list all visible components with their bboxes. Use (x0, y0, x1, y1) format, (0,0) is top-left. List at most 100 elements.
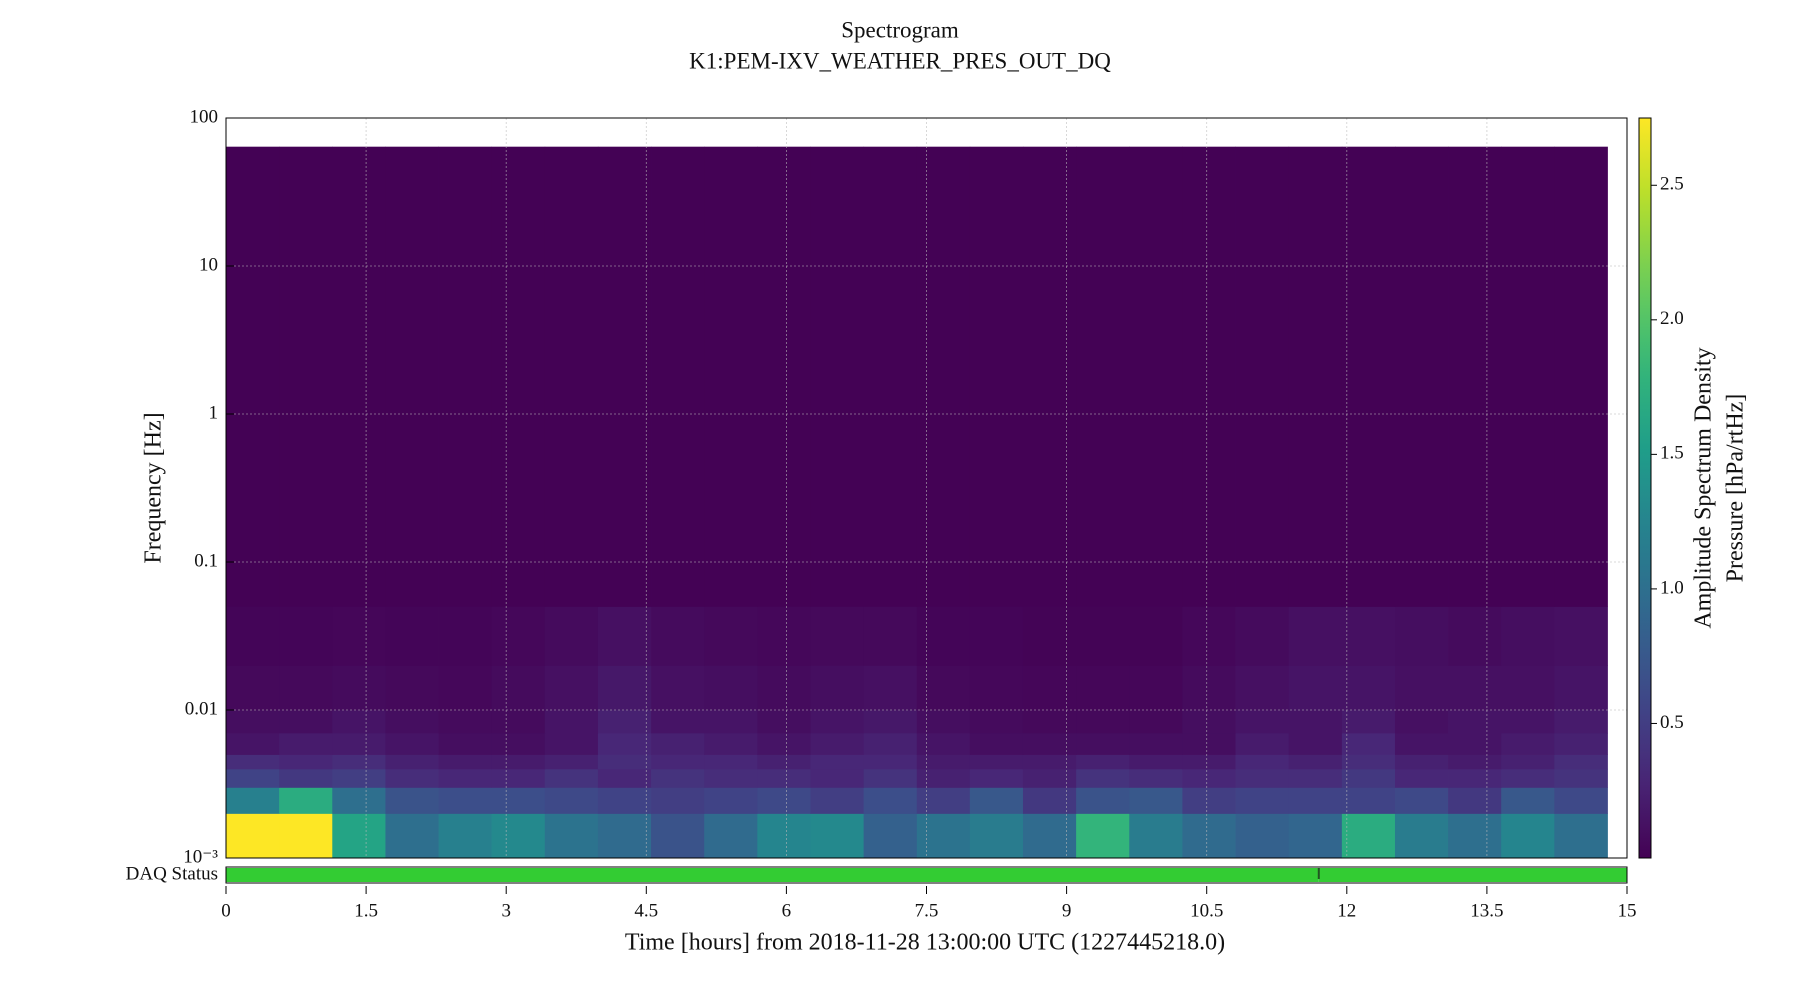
spectrogram-cell (863, 813, 918, 859)
spectrogram-cell (597, 665, 652, 711)
spectrogram-cell (810, 146, 865, 607)
spectrogram-cell (1129, 665, 1183, 711)
spectrogram-cell (491, 710, 546, 734)
spectrogram-cell (1076, 754, 1130, 770)
spectrogram-cell (1129, 787, 1183, 814)
spectrogram-cell (1448, 710, 1502, 734)
spectrogram-cell (1182, 710, 1236, 734)
spectrogram-cell (226, 768, 280, 788)
spectrogram-cell (332, 146, 386, 607)
spectrogram-cell (1501, 710, 1555, 734)
spectrogram-cell (385, 606, 439, 666)
spectrogram-cell (438, 787, 493, 814)
spectrogram-cell (1288, 606, 1343, 666)
spectrogram-cell (757, 710, 811, 734)
spectrogram-cell (1501, 732, 1555, 755)
spectrogram-cell (1129, 768, 1183, 788)
spectrogram-cell (279, 146, 333, 607)
spectrogram-cell (969, 710, 1024, 734)
spectrogram-cell (704, 606, 758, 666)
spectrogram-cell (863, 754, 918, 770)
colorbar (1638, 117, 1652, 859)
spectrogram-cell (651, 146, 705, 607)
spectrogram-cell (1394, 732, 1449, 755)
spectrogram-cell (1076, 813, 1130, 859)
spectrogram-cell (1076, 146, 1130, 607)
spectrogram-cell (597, 732, 652, 755)
spectrogram-cell (863, 665, 918, 711)
x-tick-label: 3 (501, 900, 511, 921)
spectrogram-cell (704, 754, 758, 770)
spectrogram-cell (916, 732, 971, 755)
spectrogram-cell (1022, 754, 1077, 770)
spectrogram-cell (1076, 710, 1130, 734)
spectrogram-cell (1129, 813, 1183, 859)
spectrogram-cell (544, 732, 599, 755)
spectrogram-cell (810, 710, 865, 734)
spectrogram-cell (1235, 665, 1290, 711)
spectrogram-cell (1235, 146, 1290, 607)
spectrogram-cell (704, 787, 758, 814)
spectrogram-cell (1554, 732, 1608, 755)
spectrogram-cell (438, 146, 493, 607)
spectrogram-cell (1501, 665, 1555, 711)
spectrogram-cell (757, 732, 811, 755)
spectrogram-cell (1341, 710, 1396, 734)
spectrogram-cell (1129, 146, 1183, 607)
spectrogram-cell (704, 710, 758, 734)
spectrogram-cell (1394, 813, 1449, 859)
spectrogram-cell (916, 754, 971, 770)
spectrogram-cell (1022, 813, 1077, 859)
spectrogram-cell (1394, 710, 1449, 734)
spectrogram-cell (226, 754, 280, 770)
spectrogram-cell (226, 146, 280, 607)
spectrogram-cell (863, 146, 918, 607)
spectrogram-cell (810, 787, 865, 814)
spectrogram-cell (704, 665, 758, 711)
spectrogram-cell (969, 732, 1024, 755)
y-tick-label: 10⁻³ (183, 846, 218, 867)
daq-frame (225, 866, 1628, 884)
spectrogram-cell (916, 606, 971, 666)
y-tick-label: 10 (199, 254, 218, 275)
spectrogram-cell (226, 665, 280, 711)
spectrogram-cell (969, 665, 1024, 711)
plot-frame (225, 117, 1628, 859)
spectrogram-cell (969, 146, 1024, 607)
spectrogram-cell (651, 787, 705, 814)
spectrogram-cell (279, 787, 333, 814)
spectrogram-cell (385, 754, 439, 770)
spectrogram-cell (332, 665, 386, 711)
spectrogram-cell (226, 732, 280, 755)
spectrogram-cell (1076, 768, 1130, 788)
spectrogram-cell (332, 710, 386, 734)
spectrogram-cell (916, 665, 971, 711)
x-axis-label: Time [hours] from 2018-11-28 13:00:00 UT… (625, 930, 1225, 956)
spectrogram-cell (1341, 813, 1396, 859)
spectrogram-cell (1394, 606, 1449, 666)
spectrogram-cell (491, 787, 546, 814)
chart-title: Spectrogram (841, 17, 959, 42)
spectrogram-cell (916, 787, 971, 814)
spectrogram-cell (279, 813, 333, 859)
daq-segment (226, 868, 1319, 882)
spectrogram-cell (1182, 754, 1236, 770)
spectrogram-cell (1501, 146, 1555, 607)
spectrogram-cell (1394, 146, 1449, 607)
spectrogram-cell (385, 665, 439, 711)
spectrogram-cell (757, 665, 811, 711)
spectrogram-cell (1448, 606, 1502, 666)
daq-label: DAQ Status (126, 863, 218, 884)
spectrogram-cell (544, 606, 599, 666)
spectrogram-cell (1501, 813, 1555, 859)
spectrogram-cell (1182, 146, 1236, 607)
spectrogram-cell (1129, 754, 1183, 770)
spectrogram-cell (438, 754, 493, 770)
y-tick-label: 1 (209, 402, 219, 423)
spectrogram-cell (757, 146, 811, 607)
spectrogram-cell (1235, 768, 1290, 788)
spectrogram-cell (651, 710, 705, 734)
spectrogram-cell (385, 787, 439, 814)
spectrogram-cell (1448, 787, 1502, 814)
spectrogram-cell (544, 665, 599, 711)
